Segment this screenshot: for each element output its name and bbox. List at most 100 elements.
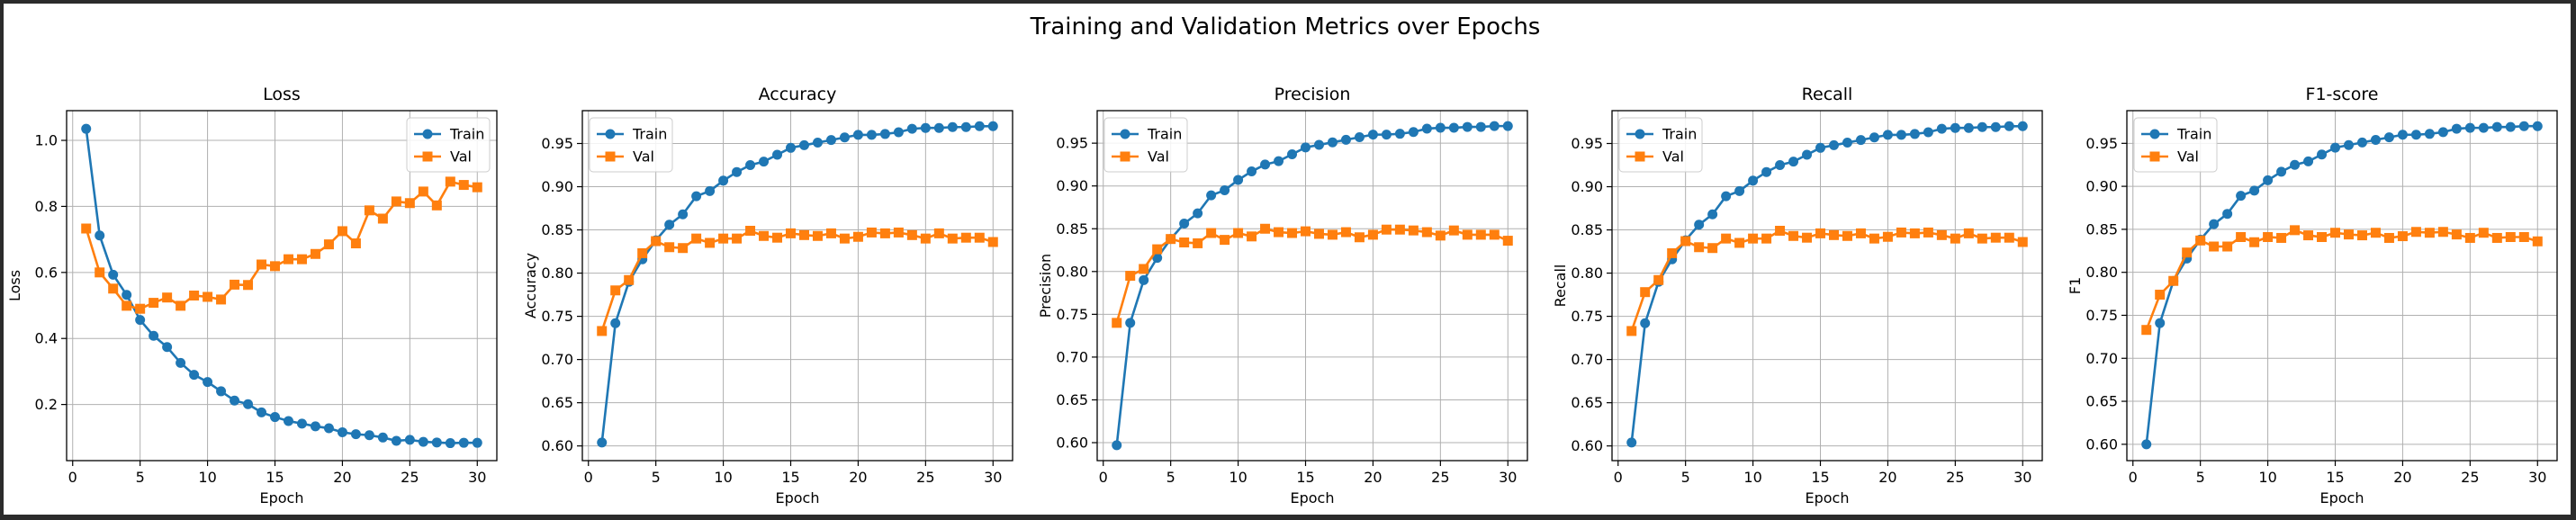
data-point-train [1327, 137, 1338, 148]
y-tick-label: 0.60 [1056, 435, 1088, 452]
data-point-train [1287, 149, 1298, 160]
y-tick-label: 0.85 [2085, 220, 2118, 238]
data-point-train [2236, 191, 2247, 202]
y-tick-label: 0.90 [1571, 178, 1603, 195]
data-point-train [1963, 122, 1974, 133]
data-point-train [1394, 129, 1405, 139]
x-tick-label: 25 [2461, 469, 2479, 486]
data-point-train [2491, 121, 2502, 132]
data-point-train [2410, 130, 2421, 140]
x-tick-label: 30 [984, 469, 1002, 486]
data-point-val [1707, 243, 1718, 254]
data-point-train [1909, 129, 1920, 139]
data-point-train [1448, 122, 1459, 133]
series-line-train [2145, 124, 2538, 444]
legend: Train Val [406, 117, 491, 173]
data-point-train [149, 330, 159, 341]
data-point-val [2263, 231, 2274, 242]
data-point-val [1923, 227, 1933, 238]
series-group [81, 123, 482, 449]
legend-marker [1120, 151, 1130, 162]
data-point-val [122, 300, 132, 311]
x-tick-label: 5 [136, 469, 145, 486]
plot-frame [66, 110, 498, 462]
y-tick-label: 0.60 [2085, 435, 2118, 453]
data-point-val [1287, 228, 1298, 238]
data-point-train [718, 175, 729, 186]
data-point-val [1462, 229, 1473, 240]
data-point-train [610, 318, 621, 328]
data-point-train [1421, 123, 1432, 134]
x-axis: 0 5 10 15 20 25 30 [2129, 461, 2546, 486]
data-point-train [1815, 142, 1826, 153]
data-point-train [216, 386, 227, 397]
data-point-train [296, 418, 307, 429]
data-point-val [2155, 290, 2166, 300]
data-point-train [852, 130, 863, 140]
data-point-train [1206, 190, 1217, 201]
data-point-val [678, 243, 689, 254]
data-point-train [445, 438, 455, 449]
x-tick-label: 10 [1743, 469, 1761, 486]
data-point-val [2397, 231, 2408, 242]
chart-title: Precision [1274, 85, 1351, 104]
legend-item-train: Train [1626, 126, 1697, 143]
data-point-train [2383, 132, 2394, 143]
y-tick-label: 0.90 [2085, 178, 2118, 195]
data-point-train [812, 138, 823, 148]
data-point-train [786, 142, 797, 153]
data-point-train [2505, 121, 2516, 132]
data-point-val [1842, 230, 1852, 241]
data-point-train [1260, 159, 1271, 170]
legend-marker [422, 151, 433, 162]
data-point-val [149, 298, 159, 309]
data-point-val [1815, 228, 1826, 238]
data-point-val [1421, 227, 1432, 238]
data-point-train [122, 290, 132, 300]
legend-label: Val [2177, 148, 2199, 166]
data-point-val [310, 248, 320, 259]
gridlines [2127, 111, 2557, 461]
data-point-val [1354, 232, 1365, 243]
data-point-train [2356, 137, 2367, 148]
legend-marker [422, 129, 433, 139]
y-tick-label: 0.80 [541, 264, 573, 282]
data-point-val [2330, 228, 2341, 238]
data-point-val [95, 267, 105, 278]
x-tick-label: 30 [2013, 469, 2031, 486]
data-point-val [203, 291, 213, 302]
y-tick-label: 0.75 [1056, 306, 1088, 323]
x-axis: 0 5 10 15 20 25 30 [584, 461, 1002, 486]
y-tick-label: 0.85 [1056, 220, 1088, 238]
data-point-val [664, 242, 675, 253]
y-axis: 0.2 0.4 0.6 0.8 1.0 [35, 132, 67, 413]
data-point-val [786, 228, 797, 238]
data-point-train [1936, 123, 1947, 134]
data-point-val [337, 226, 347, 237]
data-point-train [81, 123, 92, 134]
data-point-val [350, 238, 361, 249]
data-point-train [759, 157, 770, 167]
data-point-val [2424, 228, 2435, 238]
data-point-val [1327, 229, 1338, 240]
data-point-train [2290, 159, 2301, 170]
data-point-train [1869, 132, 1879, 143]
data-point-val [839, 233, 850, 244]
data-point-val [270, 261, 281, 272]
data-point-train [2451, 123, 2462, 134]
data-point-val [377, 213, 388, 224]
data-point-train [2303, 156, 2314, 166]
data-point-val [2303, 230, 2314, 241]
x-tick-label: 15 [2326, 469, 2344, 486]
series-group [2141, 121, 2543, 450]
legend-item-val: Val [414, 148, 472, 166]
chart-title: Loss [263, 85, 301, 104]
data-point-val [866, 227, 877, 238]
data-point-val [445, 176, 455, 187]
data-point-train [1707, 209, 1718, 220]
legend-marker [2149, 151, 2160, 162]
data-point-train [108, 269, 119, 280]
y-tick-label: 0.65 [1571, 394, 1603, 411]
series-group [1112, 121, 1513, 451]
chart-panels: 0 5 10 15 20 25 30 0.2 0.4 0.6 0.8 1.0 Loss Epoch Loss… [6, 85, 2558, 507]
